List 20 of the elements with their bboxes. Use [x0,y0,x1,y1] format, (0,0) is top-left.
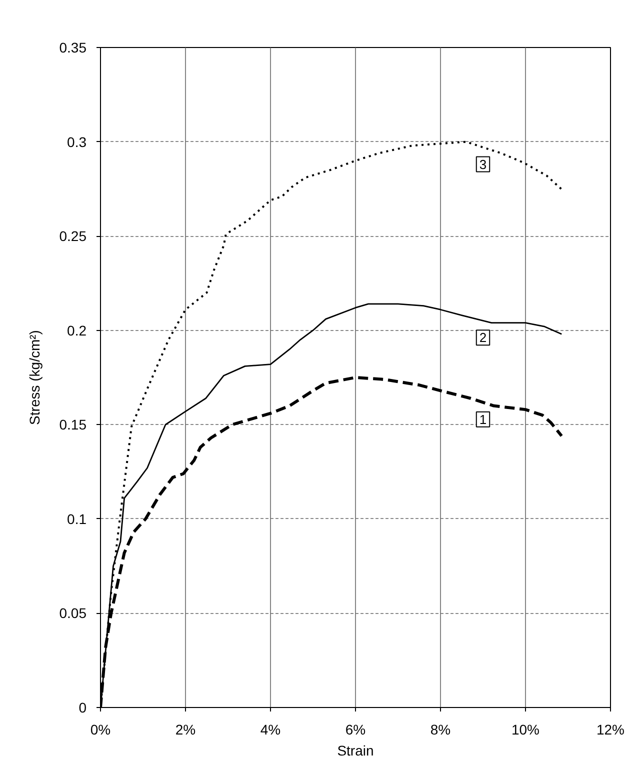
y-axis-title: Stress (kg/cm²) [26,330,42,425]
y-tick-label: 0.3 [67,134,87,150]
x-tick-label: 6% [345,722,366,738]
y-tick-label: 0.25 [59,228,87,244]
y-tick-label: 0.1 [67,510,87,527]
x-tick-label: 12% [596,722,625,738]
y-tick-label: 0.15 [59,416,87,433]
x-tick-label: 0% [90,722,111,738]
x-tick-label: 8% [430,722,451,738]
series-label: 3 [479,156,487,172]
series-label: 2 [479,330,487,346]
x-axis-title: Strain [337,742,374,758]
y-tick-label: 0.35 [59,40,87,56]
x-tick-label: 4% [260,722,281,738]
x-tick-label: 2% [175,722,196,738]
y-tick-label: 0.2 [67,322,87,338]
series-label: 1 [479,412,487,427]
y-tick-label: 0 [78,700,87,716]
y-tick-label: 0.05 [59,605,87,622]
x-tick-label: 10% [511,722,540,738]
